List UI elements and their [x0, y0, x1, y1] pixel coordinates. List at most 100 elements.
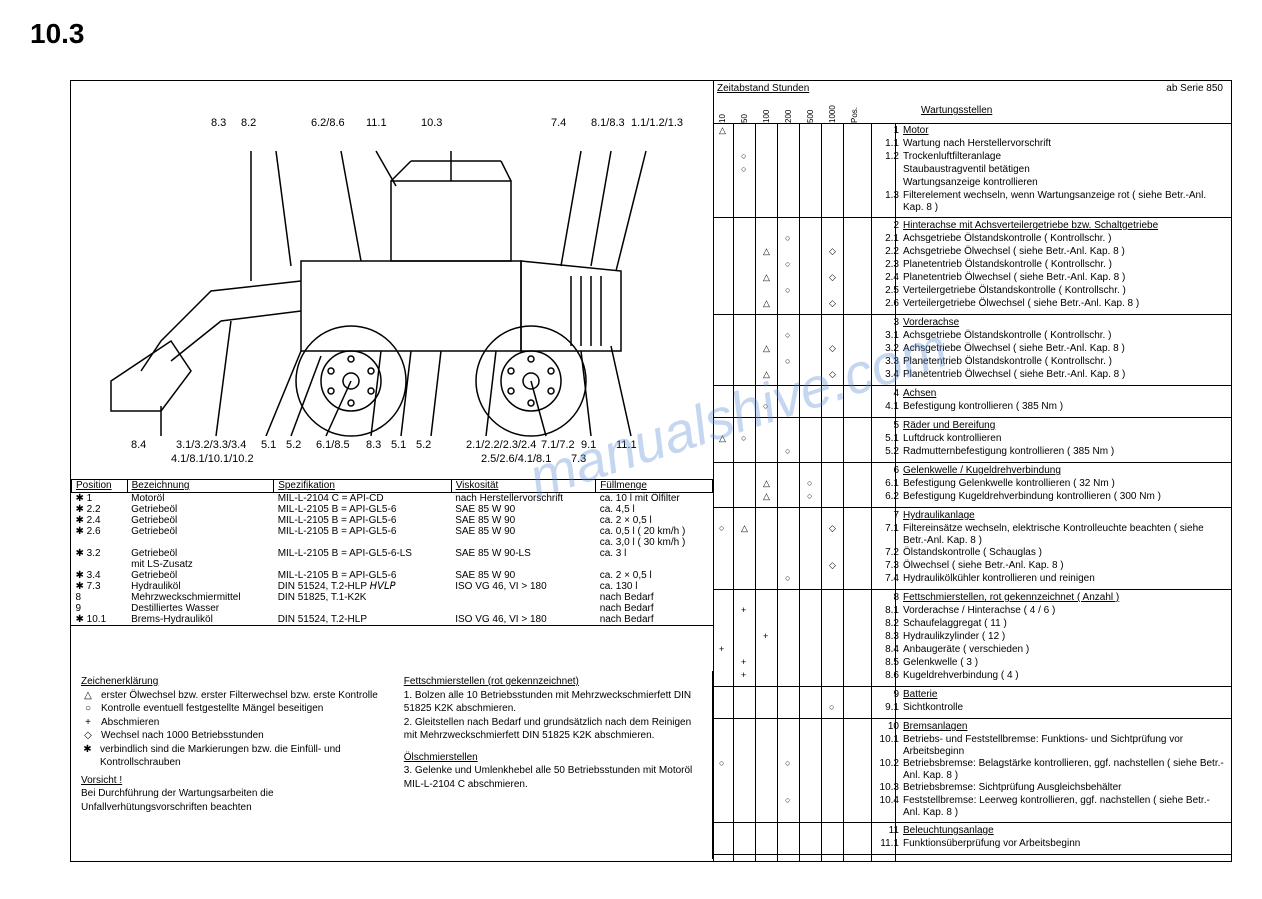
maint-text: Sichtkontrolle	[903, 702, 1231, 715]
maint-pos: 2.5	[873, 285, 903, 298]
maint-text: Staubaustragventil betätigen	[903, 164, 1231, 177]
fett-line: 2. Gleitstellen nach Bedarf und grundsät…	[404, 716, 694, 743]
maint-pos: 7.4	[873, 573, 903, 586]
interval-mark: ○	[785, 795, 790, 806]
maint-pos: 5.1	[873, 433, 903, 446]
lub-cell	[72, 559, 128, 570]
interval-col-label: 100	[762, 110, 771, 123]
maint-pos: 8.5	[873, 657, 903, 670]
interval-mark: +	[763, 631, 768, 642]
interval-mark: ○	[785, 573, 790, 584]
maint-text: Filterelement wechseln, wenn Wartungsanz…	[903, 190, 1231, 214]
maint-heading: Batterie	[903, 689, 1231, 702]
maint-pos: 2.2	[873, 246, 903, 259]
lub-cell: ca. 2 × 0,5 l	[596, 570, 713, 581]
lub-cell: Getriebeöl	[127, 504, 274, 515]
lub-cell: MIL-L-2105 B = API-GL5-6	[274, 504, 451, 515]
maint-pos	[873, 164, 903, 177]
maint-heading: Beleuchtungsanlage	[903, 825, 1231, 838]
interval-mark: ○	[785, 285, 790, 296]
interval-mark: ○	[829, 702, 834, 713]
maint-text: Achsgetriebe Ölstandskontrolle ( Kontrol…	[903, 233, 1231, 246]
maint-pos: 7	[873, 510, 903, 523]
maint-text: Schaufelaggregat ( 11 )	[903, 618, 1231, 631]
interval-mark: +	[741, 657, 746, 668]
lub-cell: MIL-L-2105 B = API-GL5-6	[274, 570, 451, 581]
interval-mark: ○	[763, 401, 768, 412]
lub-cell: MIL-L-2105 B = API-GL5-6	[274, 515, 451, 526]
lub-cell: ✱ 2.2	[72, 504, 128, 515]
lub-cell	[274, 559, 451, 570]
lub-cell	[451, 603, 596, 614]
legend-title: Zeichenerklärung	[81, 676, 158, 687]
lub-header: Bezeichnung	[127, 479, 274, 493]
interval-mark: ○	[785, 259, 790, 270]
maint-pos: 5	[873, 420, 903, 433]
lub-header: Viskosität	[451, 479, 596, 493]
maint-text: Befestigung Kugeldrehverbindung kontroll…	[903, 491, 1231, 504]
interval-mark: ◇	[829, 560, 836, 571]
maint-heading: Räder und Bereifung	[903, 420, 1231, 433]
lub-cell: ca. 3,0 l ( 30 km/h )	[596, 537, 713, 548]
lub-cell: MIL-L-2105 B = API-GL5-6-LS	[274, 548, 451, 559]
lub-cell	[451, 537, 596, 548]
maint-pos: 2.1	[873, 233, 903, 246]
callout-top: 8.2	[241, 117, 256, 129]
document-frame: 8.38.26.2/8.611.110.37.48.1/8.31.1/1.2/1…	[70, 80, 1232, 862]
maint-pos: 3	[873, 317, 903, 330]
legend-symbol: ✱	[81, 743, 94, 770]
maint-text: Planetentrieb Ölwechsel ( siehe Betr.-An…	[903, 369, 1231, 382]
interval-title: Zeitabstand Stunden	[717, 83, 809, 94]
maint-pos: 6	[873, 465, 903, 478]
maint-heading: Motor	[903, 125, 1231, 138]
maint-pos: 8.1	[873, 605, 903, 618]
maint-pos: 8.3	[873, 631, 903, 644]
lub-cell: ca. 3 l	[596, 548, 713, 559]
maint-pos: 4	[873, 388, 903, 401]
lub-cell: ca. 4,5 l	[596, 504, 713, 515]
lub-cell	[451, 559, 596, 570]
lub-cell: ca. 130 l	[596, 581, 713, 592]
interval-mark: ◇	[829, 272, 836, 283]
lub-cell: SAE 85 W 90	[451, 515, 596, 526]
lub-cell: Getriebeöl	[127, 570, 274, 581]
interval-mark: ○	[785, 330, 790, 341]
legend-text: erster Ölwechsel bzw. erster Filterwechs…	[101, 689, 378, 703]
legend-text: Wechsel nach 1000 Betriebsstunden	[101, 729, 264, 743]
interval-mark: ◇	[829, 369, 836, 380]
lub-cell: ✱ 7.3	[72, 581, 128, 592]
interval-mark: ○	[719, 523, 724, 534]
maint-text: Planetentrieb Ölstandskontrolle ( Kontro…	[903, 259, 1231, 272]
lub-cell: ✱ 2.6	[72, 526, 128, 537]
loader-illustration	[101, 141, 681, 441]
maint-pos: 5.2	[873, 446, 903, 459]
callout-bottom: 8.4	[131, 439, 146, 451]
maint-text: Ölwechsel ( siehe Betr.-Anl. Kap. 8 )	[903, 560, 1231, 573]
lub-cell: nach Bedarf	[596, 592, 713, 603]
lub-cell: SAE 85 W 90	[451, 504, 596, 515]
lub-cell: ISO VG 46, VI > 180	[451, 581, 596, 592]
lub-cell	[274, 603, 451, 614]
maint-pos: 4.1	[873, 401, 903, 414]
maint-heading: Achsen	[903, 388, 1231, 401]
lub-cell: nach Herstellervorschrift	[451, 493, 596, 505]
maint-pos: 10.4	[873, 795, 903, 819]
interval-col-label: 200	[784, 110, 793, 123]
maint-text: Feststellbremse: Leerweg kontrollieren, …	[903, 795, 1231, 819]
maint-text: Wartung nach Herstellervorschrift	[903, 138, 1231, 151]
interval-mark: ○	[719, 758, 724, 769]
maint-pos: 3.1	[873, 330, 903, 343]
maint-pos: 8.2	[873, 618, 903, 631]
interval-mark: △	[763, 491, 770, 502]
lub-cell: ✱ 3.2	[72, 548, 128, 559]
interval-col-label: 10	[718, 114, 727, 123]
interval-mark: ◇	[829, 343, 836, 354]
maintenance-list: △1Motor1.1Wartung nach Herstellervorschr…	[713, 123, 1231, 861]
interval-mark: ○	[741, 433, 746, 444]
lub-cell: ca. 2 × 0,5 l	[596, 515, 713, 526]
interval-mark: △	[741, 523, 748, 534]
interval-mark: ○	[741, 164, 746, 175]
interval-mark: ○	[785, 758, 790, 769]
interval-mark: ◇	[829, 246, 836, 257]
legend-block: Zeichenerklärung △erster Ölwechsel bzw. …	[71, 671, 713, 859]
